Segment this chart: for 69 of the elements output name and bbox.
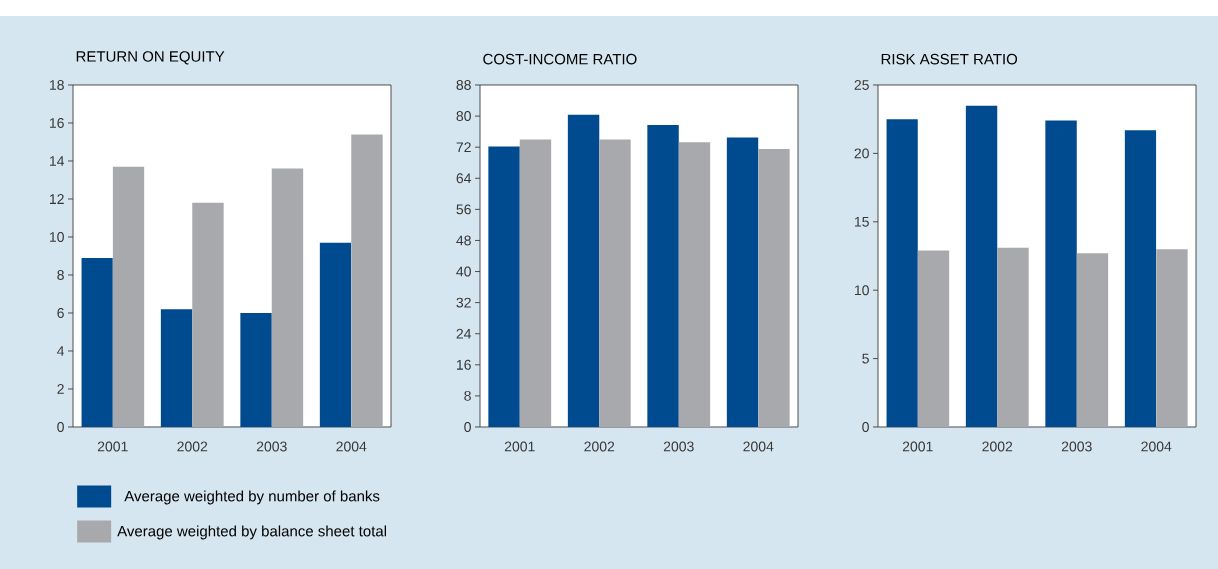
bar <box>112 166 145 427</box>
y-tick-label: 32 <box>456 297 471 308</box>
y-tick-label: 48 <box>456 235 471 246</box>
y-tick-label: 0 <box>464 422 471 432</box>
y-tick-label: 72 <box>456 142 471 153</box>
y-tick-label: 2 <box>57 384 64 394</box>
y-tick-label: 80 <box>456 111 471 122</box>
y-tick-label: 10 <box>854 285 869 296</box>
bar <box>599 139 631 427</box>
bar <box>351 134 383 427</box>
x-tick-label: 2003 <box>1061 441 1092 452</box>
bar <box>997 247 1029 427</box>
bar <box>678 142 711 427</box>
y-tick-label: 0 <box>57 422 64 432</box>
bar <box>965 105 998 427</box>
x-tick-label: 2003 <box>256 441 287 452</box>
legend-label: Average weighted by number of banks <box>124 490 380 505</box>
chart-title: RISK ASSET RATIO <box>881 53 1018 65</box>
y-tick-label: 25 <box>854 80 869 90</box>
bar <box>886 119 918 427</box>
y-tick-label: 16 <box>456 359 471 370</box>
bar <box>319 242 352 427</box>
y-tick-label: 8 <box>464 390 471 401</box>
x-tick-label: 2002 <box>584 441 615 452</box>
bar <box>647 125 679 427</box>
bar <box>519 139 552 427</box>
y-tick-label: 5 <box>862 353 869 364</box>
y-tick-label: 40 <box>456 266 471 277</box>
bar <box>917 250 950 427</box>
bar <box>726 137 759 427</box>
y-tick-label: 8 <box>57 270 64 280</box>
y-tick-label: 15 <box>854 216 869 227</box>
bar <box>271 168 304 427</box>
y-tick-label: 20 <box>854 148 869 159</box>
bar <box>488 146 520 427</box>
chart-title: COST-INCOME RATIO <box>483 53 637 65</box>
y-tick-label: 88 <box>456 80 471 90</box>
y-tick-label: 10 <box>49 232 64 242</box>
bar <box>240 312 272 427</box>
x-tick-label: 2001 <box>902 441 933 452</box>
x-tick-label: 2001 <box>504 441 535 452</box>
bar <box>1156 249 1188 427</box>
y-tick-label: 18 <box>49 80 64 90</box>
bar <box>81 257 113 427</box>
y-tick-label: 24 <box>456 328 472 339</box>
y-tick-label: 0 <box>862 422 869 432</box>
bar <box>1045 120 1077 427</box>
x-tick-label: 2003 <box>663 441 694 452</box>
x-tick-label: 2004 <box>743 441 774 452</box>
y-tick-label: 14 <box>49 156 65 166</box>
x-tick-label: 2004 <box>1141 441 1172 452</box>
legend-label: Average weighted by balance sheet total <box>117 525 387 540</box>
bar <box>567 114 600 427</box>
x-tick-label: 2004 <box>336 441 367 452</box>
bar <box>1076 253 1109 427</box>
chart-title: RETURN ON EQUITY <box>76 51 225 65</box>
y-tick-label: 16 <box>49 118 64 128</box>
y-tick-label: 6 <box>57 308 64 318</box>
bar <box>160 309 193 427</box>
bar <box>758 149 790 427</box>
x-tick-label: 2002 <box>982 441 1013 452</box>
bar <box>192 202 224 427</box>
x-tick-label: 2001 <box>97 441 128 452</box>
x-tick-label: 2002 <box>177 441 208 452</box>
y-tick-label: 12 <box>49 194 64 204</box>
y-tick-label: 56 <box>456 204 471 215</box>
bar <box>1124 130 1157 427</box>
y-tick-label: 4 <box>57 346 65 356</box>
y-tick-label: 64 <box>456 173 472 184</box>
